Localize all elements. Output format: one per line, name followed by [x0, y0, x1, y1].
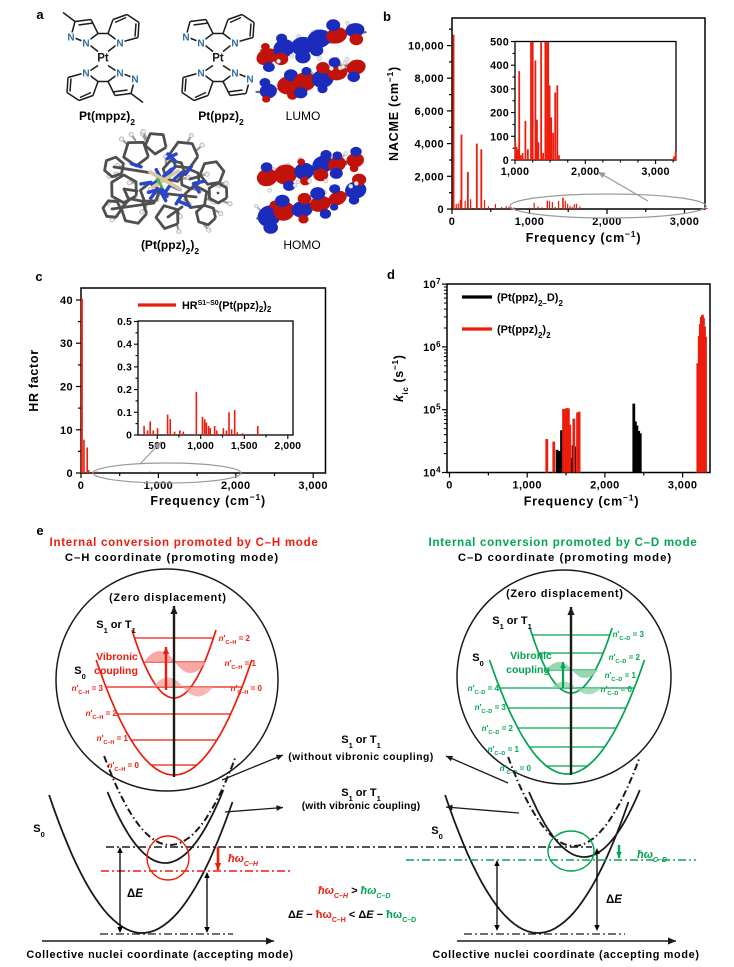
svg-text:Vibronic: Vibronic: [96, 651, 138, 663]
svg-text:b: b: [383, 9, 391, 24]
svg-text:2,000: 2,000: [414, 171, 444, 183]
svg-text:8,000: 8,000: [414, 73, 444, 85]
svg-text:0: 0: [66, 468, 73, 480]
svg-text:N: N: [197, 69, 204, 80]
svg-text:c: c: [35, 269, 42, 284]
svg-text:Pt(ppz)2: Pt(ppz)2: [198, 109, 244, 127]
svg-text:6,000: 6,000: [414, 106, 444, 118]
svg-text:HOMO: HOMO: [283, 238, 320, 252]
svg-text:1,000: 1,000: [187, 441, 214, 452]
svg-text:Frequency (cm−1): Frequency (cm−1): [150, 492, 266, 508]
svg-text:Frequency (cm−1): Frequency (cm−1): [526, 229, 642, 245]
svg-text:d: d: [387, 267, 395, 282]
svg-text:100: 100: [490, 131, 509, 143]
svg-text:20: 20: [60, 382, 73, 394]
svg-text:coupling: coupling: [506, 664, 550, 676]
svg-text:N: N: [231, 69, 238, 80]
svg-text:2,000: 2,000: [221, 480, 251, 492]
svg-text:0: 0: [437, 204, 444, 216]
svg-text:N: N: [197, 39, 204, 50]
svg-text:1,000: 1,000: [515, 216, 545, 228]
svg-text:Pt: Pt: [97, 53, 109, 65]
svg-text:(Zero displacement): (Zero displacement): [506, 588, 624, 600]
svg-text:3,000: 3,000: [298, 480, 328, 492]
svg-text:Internal conversion promoted b: Internal conversion promoted by C–H mode: [50, 537, 319, 549]
svg-text:e: e: [36, 523, 43, 538]
svg-text:500: 500: [490, 37, 509, 49]
svg-text:10: 10: [60, 425, 73, 437]
svg-text:40: 40: [60, 295, 73, 307]
svg-text:Pt(mppz)2: Pt(mppz)2: [79, 109, 135, 127]
svg-text:0.4: 0.4: [117, 340, 132, 351]
svg-text:3,000: 3,000: [641, 166, 670, 178]
svg-text:N: N: [182, 33, 189, 44]
svg-text:S0: S0: [472, 652, 484, 668]
svg-text:ΔE: ΔE: [606, 894, 622, 906]
svg-text:(Pt(ppz)2)2: (Pt(ppz)2)2: [141, 238, 199, 256]
svg-text:0: 0: [446, 480, 453, 492]
svg-text:N: N: [67, 33, 74, 44]
svg-text:a: a: [36, 7, 44, 22]
svg-text:NACME (cm−1): NACME (cm−1): [385, 66, 401, 161]
svg-text:0: 0: [503, 155, 509, 167]
svg-text:(Pt(ppz)2–D)2: (Pt(ppz)2–D)2: [497, 292, 563, 308]
svg-text:coupling: coupling: [94, 665, 138, 677]
svg-text:Pt: Pt: [212, 53, 224, 65]
svg-text:1,000: 1,000: [501, 166, 530, 178]
svg-text:N: N: [131, 75, 138, 86]
svg-text:30: 30: [60, 338, 73, 350]
svg-text:2,000: 2,000: [590, 480, 620, 492]
svg-text:N: N: [246, 75, 253, 86]
svg-text:0.3: 0.3: [117, 362, 132, 373]
svg-text:C–D coordinate (promoting mode: C–D coordinate (promoting mode): [458, 552, 672, 564]
svg-text:S0: S0: [33, 823, 45, 839]
svg-text:3,000: 3,000: [670, 216, 700, 228]
svg-text:HR factor: HR factor: [27, 349, 41, 412]
svg-text:Internal conversion promoted b: Internal conversion promoted by C–D mode: [429, 537, 698, 549]
svg-text:0: 0: [449, 216, 456, 228]
svg-text:2,000: 2,000: [274, 441, 301, 452]
svg-text:1,500: 1,500: [231, 441, 258, 452]
svg-text:N: N: [231, 39, 238, 50]
svg-text:400: 400: [490, 60, 509, 72]
svg-text:ΔE − ħωC–H < ΔE − ħωC–D: ΔE − ħωC–H < ΔE − ħωC–D: [288, 909, 416, 924]
svg-text:0: 0: [78, 480, 85, 492]
svg-text:HRS1–S0(Pt(ppz)2)2: HRS1–S0(Pt(ppz)2)2: [182, 300, 272, 314]
svg-text:S0: S0: [431, 825, 443, 841]
svg-text:N: N: [116, 69, 123, 80]
svg-text:(without vibronic coupling): (without vibronic coupling): [288, 752, 434, 763]
svg-text:0.2: 0.2: [117, 385, 132, 396]
svg-text:200: 200: [490, 108, 509, 120]
svg-text:2,000: 2,000: [571, 166, 600, 178]
svg-text:Vibronic: Vibronic: [510, 650, 552, 662]
svg-text:(Zero displacement): (Zero displacement): [109, 592, 227, 604]
svg-text:(with vibronic coupling): (with vibronic coupling): [302, 801, 420, 812]
svg-text:3,000: 3,000: [668, 480, 698, 492]
svg-text:10,000: 10,000: [408, 41, 444, 53]
svg-text:4,000: 4,000: [414, 139, 444, 151]
svg-text:2,000: 2,000: [592, 216, 622, 228]
svg-text:300: 300: [490, 84, 509, 96]
svg-text:S0: S0: [74, 665, 86, 681]
svg-text:0: 0: [126, 431, 132, 442]
svg-text:Collective nuclei coordinate (: Collective nuclei coordinate (accepting …: [26, 949, 293, 961]
svg-text:1,000: 1,000: [144, 480, 174, 492]
svg-text:0.1: 0.1: [117, 408, 132, 419]
svg-text:C–H coordinate (promoting mode: C–H coordinate (promoting mode): [65, 552, 279, 564]
svg-text:N: N: [82, 39, 89, 50]
svg-text:Collective nuclei coordinate (: Collective nuclei coordinate (accepting …: [432, 949, 699, 961]
svg-text:1,000: 1,000: [512, 480, 542, 492]
svg-text:Frequency (cm−1): Frequency (cm−1): [524, 493, 640, 509]
svg-text:(Pt(ppz)2)2: (Pt(ppz)2)2: [497, 324, 551, 340]
svg-text:N: N: [82, 69, 89, 80]
svg-text:LUMO: LUMO: [286, 109, 321, 123]
svg-text:0.5: 0.5: [117, 317, 132, 328]
svg-text:N: N: [116, 39, 123, 50]
svg-text:ΔE: ΔE: [127, 888, 143, 900]
